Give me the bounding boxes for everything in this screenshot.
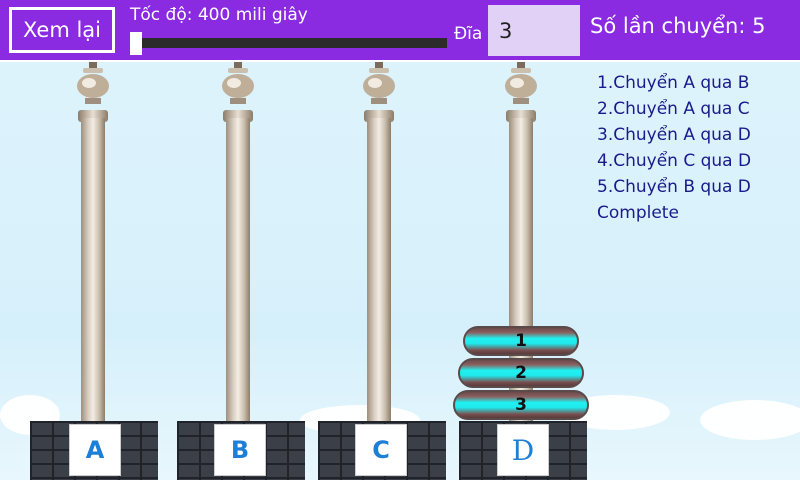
toolbar: Xem lại Tốc độ: 400 mili giây Đĩa Số lần…	[0, 0, 800, 62]
pole-shaft	[81, 118, 105, 480]
pole-finial-icon	[505, 62, 537, 104]
disc-2[interactable]: 2	[458, 358, 584, 388]
peg-label-d: D	[497, 424, 549, 476]
speed-slider-thumb[interactable]	[130, 32, 142, 55]
pole-shaft	[367, 118, 391, 480]
peg-label-a: A	[69, 424, 121, 476]
move-log-status: Complete	[597, 203, 679, 223]
move-log-entry: 3.Chuyển A qua D	[597, 125, 751, 145]
move-log-entry: 2.Chuyển A qua C	[597, 99, 750, 119]
disc-count-label: Đĩa	[454, 24, 483, 44]
move-counter: Số lần chuyển: 5	[590, 14, 766, 38]
pole-finial-icon	[222, 62, 254, 104]
move-log-entry: 1.Chuyển A qua B	[597, 73, 750, 93]
cloud	[700, 400, 800, 440]
peg-label-b: B	[214, 424, 266, 476]
speed-slider[interactable]	[133, 38, 447, 48]
disc-3[interactable]: 3	[453, 390, 589, 420]
disc-count-input[interactable]	[488, 5, 580, 56]
pole-finial-icon	[77, 62, 109, 104]
pole-finial-icon	[363, 62, 395, 104]
disc-1[interactable]: 1	[463, 326, 579, 356]
move-log: 1.Chuyển A qua B 2.Chuyển A qua C 3.Chuy…	[597, 70, 751, 226]
speed-label: Tốc độ: 400 mili giây	[130, 5, 308, 25]
replay-button[interactable]: Xem lại	[9, 7, 115, 53]
move-log-entry: 5.Chuyển B qua D	[597, 177, 751, 197]
move-log-entry: 4.Chuyển C qua D	[597, 151, 752, 171]
peg-label-c: C	[355, 424, 407, 476]
pole-shaft	[226, 118, 250, 480]
